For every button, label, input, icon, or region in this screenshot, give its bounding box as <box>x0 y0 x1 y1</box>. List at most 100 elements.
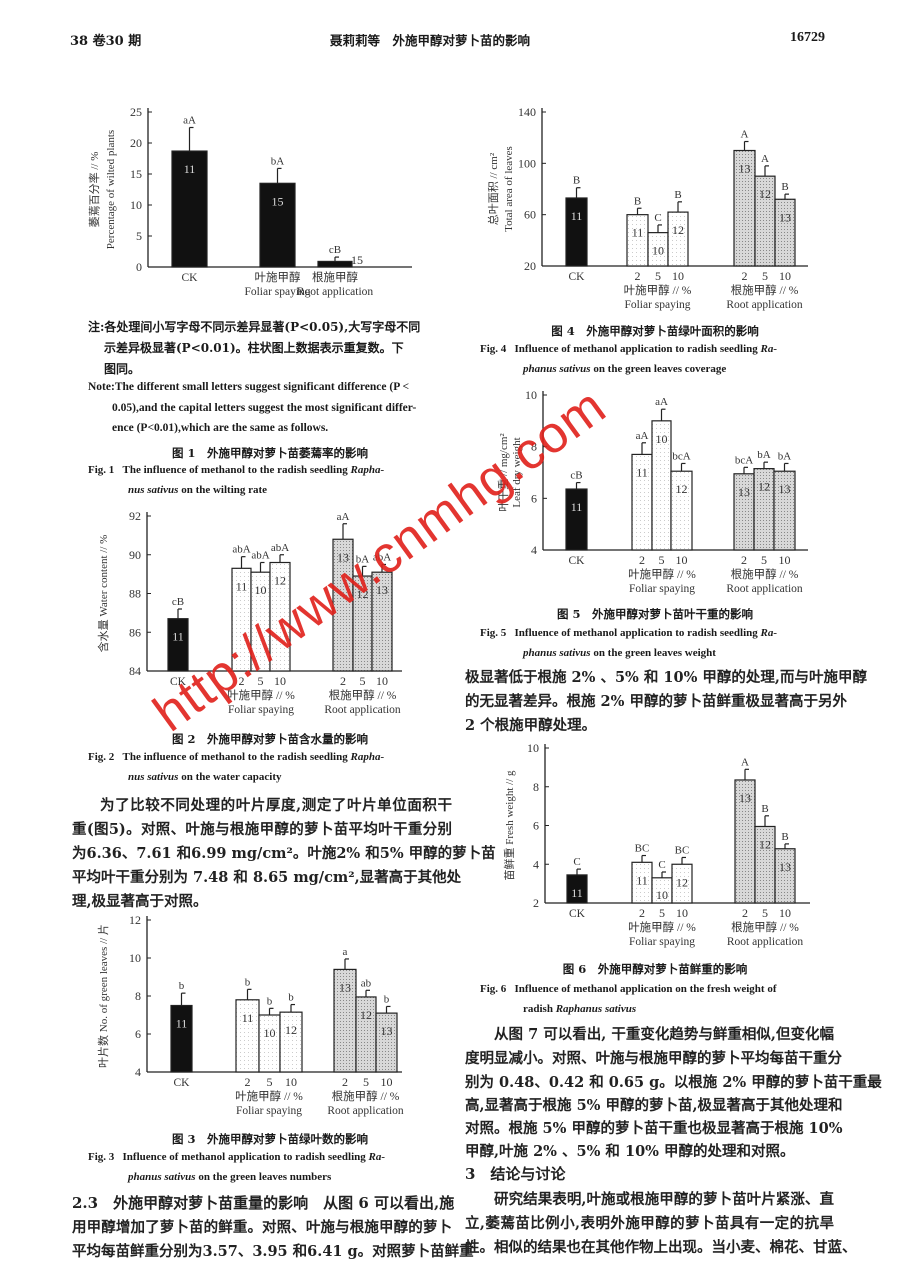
x-tick-label: 2 <box>245 1075 251 1089</box>
x-tick-label: 2 <box>342 1075 348 1089</box>
y-tick-label: 0 <box>136 260 142 274</box>
text-line: 对照。根施 5% 甲醇的萝卜苗干重也极显著高于根施 10% <box>465 1120 843 1137</box>
text-line: 别为 0.48、0.42 和 0.65 g。以根施 2% 甲醇的萝卜苗干重最 <box>465 1074 882 1091</box>
significance-letters: A <box>741 129 749 141</box>
replicate-count: 13 <box>779 482 791 496</box>
caption-italic: Ra- <box>760 343 778 355</box>
replicate-count: 12 <box>672 223 684 237</box>
text-line: 为了比较不同处理的叶片厚度,测定了叶片单位面积干 <box>100 797 452 814</box>
y-tick-label: 6 <box>531 491 537 505</box>
group-label-cn: CK <box>569 555 586 567</box>
caption-en-line-1: Fig. 6 Influence of methanol application… <box>480 983 777 995</box>
page-number: 16729 <box>790 30 825 45</box>
bar <box>651 877 673 904</box>
caption-italic: Ra- <box>368 1151 386 1163</box>
y-tick-label: 8 <box>533 780 539 794</box>
x-tick-label: 5 <box>659 553 665 567</box>
figure-label: Fig. 1 <box>88 464 115 476</box>
x-tick-label: 5 <box>659 906 665 920</box>
bar <box>250 571 271 672</box>
bar <box>565 488 588 551</box>
x-tick-label: 10 <box>676 906 688 920</box>
x-tick-label: 10 <box>676 553 688 567</box>
group-label-cn: CK <box>182 272 199 284</box>
text-line: 2 个根施甲醇处理。 <box>465 717 597 734</box>
journal-volume: 38 卷30 期 <box>70 34 142 49</box>
significance-letters: B <box>573 175 580 187</box>
significance-letters: A <box>741 756 749 768</box>
significance-letters: bcA <box>735 454 753 466</box>
caption-italic: Raphanus sativus <box>555 1003 637 1015</box>
y-axis-label-cn: 叶干重 // mg/cm² <box>496 433 510 512</box>
y-tick-label: 4 <box>533 857 539 871</box>
text-line: 甲醇,叶施 2% 、5% 和 10% 甲醇的处理和对照。 <box>465 1143 795 1160</box>
bar <box>566 874 588 904</box>
y-tick-label: 6 <box>135 1027 141 1041</box>
bar <box>671 863 693 904</box>
y-tick-label: 8 <box>531 440 537 454</box>
bar <box>670 470 693 551</box>
bar <box>733 473 755 551</box>
significance-letters: abA <box>373 551 391 563</box>
text-line: 重(图5)。对照、叶施与根施甲醇的萝卜苗平均叶干重分别 <box>72 821 452 838</box>
significance-letters: A <box>761 153 769 165</box>
significance-letters: bA <box>356 553 370 565</box>
significance-letters: B <box>674 189 681 201</box>
replicate-count: 12 <box>676 875 688 889</box>
caption-italic: phanus sativus <box>523 647 591 659</box>
group-label-cn: 叶施甲醇 // % <box>235 1089 303 1103</box>
text-line: 立,萎蔫苗比例小,表明外施甲醇的萝卜苗具有一定的抗旱 <box>465 1215 834 1232</box>
y-tick-label: 84 <box>129 664 141 678</box>
caption-cn: 图 6 外施甲醇对萝卜苗鲜重的影响 <box>562 962 748 976</box>
bar <box>317 260 353 268</box>
replicate-count: 15 <box>272 194 284 208</box>
replicate-count: 13 <box>779 860 791 874</box>
significance-letters: B <box>781 181 788 193</box>
group-label-en: Root application <box>324 704 401 716</box>
caption-italic: nus sativus <box>128 484 179 496</box>
figure-label: Fig. 4 <box>480 343 507 355</box>
group-label-cn: CK <box>174 1077 191 1089</box>
group-label-en: Root application <box>297 286 374 298</box>
note-cn-line: 注:各处理间小写字母不同示差异显著(P<0.05),大写字母不同 <box>88 320 421 334</box>
caption-cn: 图 4 外施甲醇对萝卜苗绿叶面积的影响 <box>551 324 759 338</box>
text-line: 极显著低于根施 2% 、5% 和 10% 甲醇的处理,而与叶施甲醇 <box>465 669 867 686</box>
y-tick-label: 90 <box>129 548 141 562</box>
y-axis-label: 苗鲜重 Fresh weight // g <box>502 770 516 880</box>
replicate-count: 13 <box>381 1024 393 1038</box>
replicate-count: 13 <box>376 583 388 597</box>
significance-letters: aA <box>183 115 196 127</box>
y-axis-label-en: Percentage of wilted plants <box>105 130 117 249</box>
x-tick-label: 10 <box>376 674 388 688</box>
caption-en-line-2: phanus sativus on the green leaves cover… <box>523 363 726 375</box>
bar <box>774 198 796 267</box>
bar <box>231 567 252 672</box>
y-tick-label: 4 <box>135 1065 141 1079</box>
bar <box>375 1012 398 1073</box>
figure-label: Fig. 6 <box>480 983 507 995</box>
caption-text: Influence of methanol application on the… <box>514 983 777 995</box>
replicate-count: 13 <box>779 210 791 224</box>
x-tick-label: 5 <box>761 553 767 567</box>
group-label-cn: 根施甲醇 // % <box>731 283 799 297</box>
replicate-count: 11 <box>571 886 583 900</box>
bar <box>754 825 776 904</box>
x-tick-label: 10 <box>672 269 684 283</box>
significance-letters: bA <box>778 450 792 462</box>
replicate-count: 10 <box>264 1026 276 1040</box>
y-tick-label: 140 <box>518 105 536 119</box>
x-tick-label: 2 <box>635 269 641 283</box>
caption-en-line-2: radish Raphanus sativus <box>523 1003 636 1015</box>
caption-cn: 图 3 外施甲醇对萝卜苗绿叶数的影响 <box>171 1132 368 1146</box>
caption-en-line-1: Fig. 1 The influence of methanol to the … <box>88 464 384 476</box>
bar <box>774 848 796 904</box>
replicate-count: 11 <box>571 500 583 514</box>
text-line: 从图 6 可以看出,施 <box>308 1194 455 1212</box>
caption-en-line-2: phanus sativus on the green leaves weigh… <box>523 647 716 659</box>
x-tick-label: 2 <box>239 674 245 688</box>
caption-italic: Rapha- <box>350 751 385 763</box>
group-label-en: Foliar spaying <box>629 583 695 595</box>
figure-label: Fig. 3 <box>88 1151 115 1163</box>
caption-italic: phanus sativus <box>128 1171 196 1183</box>
significance-letters: C <box>658 859 665 871</box>
